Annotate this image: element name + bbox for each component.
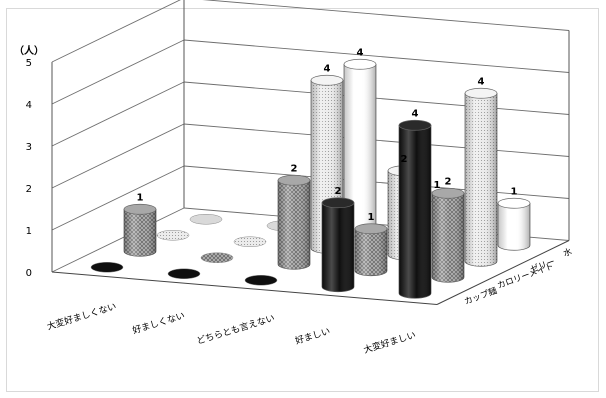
side-gridline (51, 0, 181, 63)
back-gridline (202, 0, 570, 31)
data-label: 4 (357, 47, 364, 58)
cylinder-shade (322, 202, 354, 292)
cylinder-top (310, 74, 344, 86)
floor-front-edge (51, 271, 438, 305)
data-label: 2 (291, 163, 298, 174)
bar-grid-2 (277, 174, 311, 270)
side-gridline (51, 165, 185, 231)
bar-grid-3 (354, 223, 388, 277)
side-gridline (51, 207, 185, 273)
series-axis-label: カップ麺 (463, 285, 499, 307)
x-category-label: どちらとも言えない (195, 312, 276, 347)
data-label: 2 (445, 176, 452, 187)
cylinder-top (343, 58, 377, 70)
back-gridline (183, 81, 570, 115)
cylinder-shade (355, 228, 387, 276)
bar-black-0 (90, 262, 124, 273)
y-tick-label: 2 (26, 184, 32, 195)
side-gridline (51, 39, 185, 105)
cylinder-top (321, 197, 355, 209)
cylinder-shade (278, 180, 310, 270)
cylinder-zero-disc (156, 230, 190, 241)
cylinder-shade (465, 93, 497, 267)
y-tick-label: 5 (26, 58, 32, 69)
bar-black-3 (321, 197, 355, 293)
cylinder-zero-disc (233, 236, 267, 247)
cylinder-shade (432, 193, 464, 283)
bar-grid-0 (123, 203, 157, 257)
cylinder-zero-disc (189, 214, 223, 225)
data-label: 1 (434, 180, 441, 191)
bar-white-0 (189, 214, 223, 225)
y-tick-label: 3 (26, 142, 32, 153)
y-tick-label: 1 (26, 226, 32, 237)
bar-grid-4 (431, 187, 465, 283)
bar-black-1 (167, 268, 201, 279)
cylinder-zero-disc (90, 262, 124, 273)
bar-dots-4 (464, 87, 498, 267)
bar-dots-1 (233, 236, 267, 247)
bar-grid-1 (200, 252, 234, 263)
data-label: 4 (324, 63, 331, 74)
side-gridline (51, 123, 185, 189)
cylinder-top (277, 174, 311, 186)
x-category-label: 大変好ましい (362, 329, 417, 356)
cylinder-shade (498, 203, 530, 251)
cylinder-shade (399, 125, 431, 299)
cylinder-shade (124, 209, 156, 257)
data-label: 2 (401, 154, 408, 165)
x-category-label: 大変好ましくない (45, 300, 117, 333)
cylinder-shade (344, 64, 376, 238)
data-label: 4 (478, 76, 485, 87)
cylinder-top (123, 203, 157, 215)
series-axis-label: 水 (562, 246, 574, 259)
bar-white-4 (497, 197, 531, 251)
floor-right-edge (436, 240, 570, 305)
data-label: 1 (368, 212, 375, 223)
cylinder-zero-disc (244, 275, 278, 286)
cylinder-top (398, 119, 432, 131)
chart-walls (51, 0, 570, 305)
side-gridline (51, 81, 185, 147)
data-label: 2 (335, 186, 342, 197)
chart-bars (90, 58, 531, 299)
back-gridline (183, 123, 570, 157)
x-category-label: 好ましくない (131, 309, 186, 336)
back-gridline (183, 39, 570, 73)
cylinder-top (431, 187, 465, 199)
data-label: 1 (511, 186, 518, 197)
bar-black-4 (398, 119, 432, 299)
data-label: 4 (412, 108, 419, 119)
y-tick-label: 4 (26, 100, 32, 111)
x-category-label: 好ましい (294, 325, 332, 347)
cylinder-top (354, 223, 388, 235)
bar-white-2 (343, 58, 377, 238)
cylinder-top (497, 197, 531, 209)
back-gridline (183, 165, 570, 199)
y-tick-label: 0 (26, 268, 32, 279)
bar-black-2 (244, 275, 278, 286)
cylinder-top (464, 87, 498, 99)
cylinder-zero-disc (167, 268, 201, 279)
data-label: 1 (137, 192, 144, 203)
bar-dots-0 (156, 230, 190, 241)
cylinder-zero-disc (200, 252, 234, 263)
y-unit-label: （人） (14, 44, 44, 57)
